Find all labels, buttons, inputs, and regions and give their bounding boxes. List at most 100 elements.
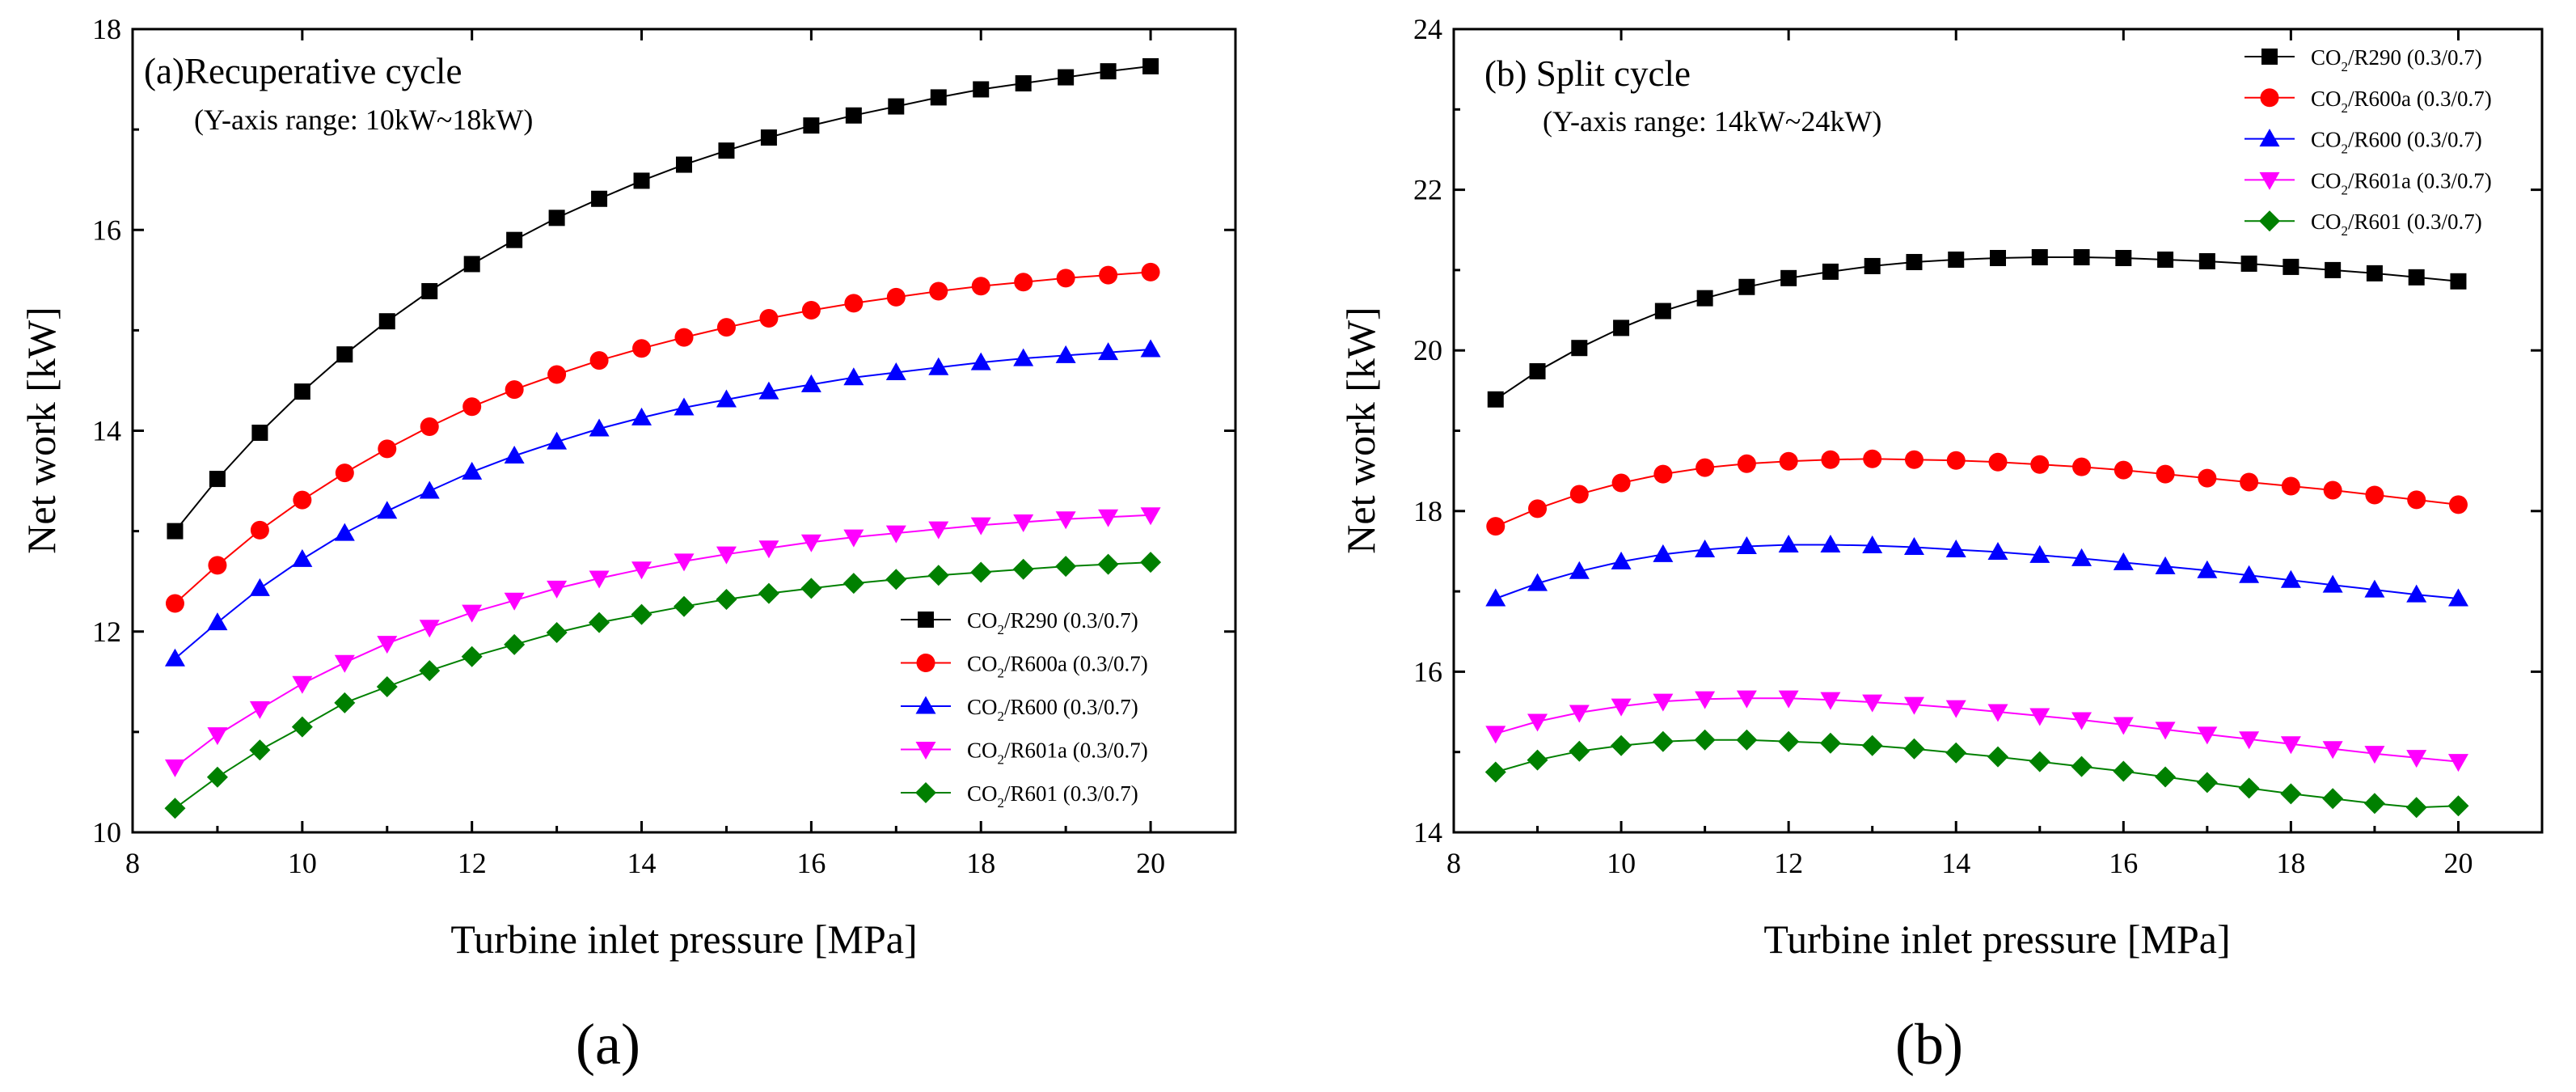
legend-label: CO2/R601 (0.3/0.7) xyxy=(967,781,1138,811)
data-point xyxy=(164,798,186,819)
data-point xyxy=(716,389,737,408)
data-point xyxy=(1056,269,1075,288)
data-point xyxy=(506,231,523,248)
data-point xyxy=(2447,795,2469,817)
data-point xyxy=(2073,249,2090,266)
data-point xyxy=(589,351,609,370)
legend-marker xyxy=(915,696,936,714)
data-point xyxy=(2365,485,2384,505)
data-point xyxy=(2408,269,2425,286)
data-point xyxy=(1945,700,1966,718)
data-point xyxy=(885,362,906,381)
data-point xyxy=(1569,485,1589,504)
data-point xyxy=(885,569,907,590)
data-point xyxy=(631,407,652,425)
data-point xyxy=(632,339,652,358)
x-tick-label: 12 xyxy=(1774,847,1803,879)
data-point xyxy=(206,766,228,788)
data-point xyxy=(207,727,228,746)
data-point xyxy=(1736,690,1757,709)
legend-marker xyxy=(2261,49,2278,65)
x-axis-title-a: Turbine inlet pressure [MPa] xyxy=(450,916,917,962)
data-point xyxy=(547,580,568,599)
data-point xyxy=(1738,278,1755,295)
data-point xyxy=(927,565,949,586)
data-point xyxy=(547,431,568,450)
data-point xyxy=(2240,255,2257,272)
data-point xyxy=(1737,454,1756,473)
legend-marker xyxy=(915,742,936,760)
data-point xyxy=(251,424,268,441)
series-line-2 xyxy=(1495,544,2459,599)
data-point xyxy=(2240,472,2259,492)
data-point xyxy=(1988,452,2008,472)
legend-marker xyxy=(2259,210,2280,232)
data-point xyxy=(2447,754,2468,772)
data-point xyxy=(1611,698,1632,717)
data-point xyxy=(249,700,270,719)
data-point xyxy=(1861,734,1883,756)
data-point xyxy=(2071,712,2092,730)
y-tick-label: 12 xyxy=(92,616,121,648)
data-point xyxy=(2450,273,2467,290)
data-point xyxy=(1695,691,1716,709)
panel-title-b: (b) Split cycle xyxy=(1484,53,1691,94)
data-point xyxy=(1055,345,1076,363)
data-point xyxy=(2281,476,2300,496)
data-point xyxy=(1987,541,2008,560)
data-point xyxy=(800,578,822,599)
data-point xyxy=(1058,69,1075,86)
data-point xyxy=(1820,692,1841,710)
data-point xyxy=(843,529,864,548)
panel-label-a: (a) xyxy=(576,1012,640,1077)
data-point xyxy=(2157,251,2174,268)
data-point xyxy=(2280,736,2301,755)
data-point xyxy=(419,620,440,638)
data-point xyxy=(504,633,526,655)
data-point xyxy=(291,716,313,738)
legend-a: CO2/R290 (0.3/0.7) CO2/R600a (0.3/0.7) CO2… xyxy=(901,608,1148,811)
legend-label: CO2/R600a (0.3/0.7) xyxy=(967,652,1148,681)
data-point xyxy=(376,676,398,698)
data-point xyxy=(165,594,184,613)
data-point xyxy=(633,172,650,189)
data-point xyxy=(1611,473,1631,493)
data-point xyxy=(674,328,694,347)
data-point xyxy=(2447,588,2468,607)
data-point xyxy=(843,367,864,386)
data-point xyxy=(970,561,992,583)
data-point xyxy=(2322,574,2343,593)
x-tick-label: 12 xyxy=(458,847,487,879)
y-tick-label: 14 xyxy=(1413,816,1442,849)
data-point xyxy=(167,523,184,540)
data-point xyxy=(1055,511,1076,530)
data-point xyxy=(1863,449,1882,468)
data-point xyxy=(1611,734,1632,756)
x-tick-label: 10 xyxy=(1607,847,1636,879)
legend-b: CO2/R290 (0.3/0.7) CO2/R600a (0.3/0.7) CO2… xyxy=(2244,45,2492,239)
legend-marker xyxy=(916,654,935,672)
data-point xyxy=(2239,731,2260,750)
data-point xyxy=(1611,551,1632,569)
x-tick-label: 16 xyxy=(796,847,826,879)
data-point xyxy=(1486,517,1505,536)
data-point xyxy=(548,210,565,226)
data-point xyxy=(2072,457,2092,476)
data-point xyxy=(844,294,864,313)
data-point xyxy=(336,346,353,363)
data-point xyxy=(1903,696,1924,715)
data-point xyxy=(1097,553,1119,575)
data-point xyxy=(888,98,905,115)
legend-label: CO2/R601a (0.3/0.7) xyxy=(2311,168,2492,197)
data-point xyxy=(1527,573,1548,591)
data-point xyxy=(2115,250,2132,267)
data-point xyxy=(973,81,990,98)
y-axis-title-b: Net work [kW] xyxy=(1338,307,1383,553)
data-point xyxy=(547,365,567,384)
data-point xyxy=(2113,717,2134,735)
data-point xyxy=(2155,556,2176,574)
legend-label: CO2/R600 (0.3/0.7) xyxy=(967,695,1138,724)
